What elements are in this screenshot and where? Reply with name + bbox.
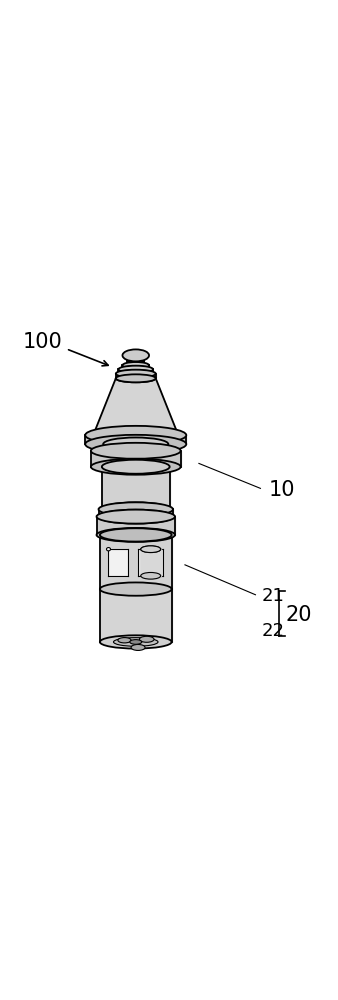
Polygon shape	[103, 444, 168, 451]
Ellipse shape	[98, 502, 173, 516]
Ellipse shape	[118, 370, 153, 377]
Polygon shape	[118, 369, 153, 374]
Ellipse shape	[122, 366, 149, 373]
Ellipse shape	[93, 427, 178, 443]
Ellipse shape	[102, 502, 170, 516]
Ellipse shape	[85, 426, 186, 444]
Ellipse shape	[91, 459, 180, 475]
Ellipse shape	[131, 644, 145, 650]
Ellipse shape	[118, 366, 153, 373]
Ellipse shape	[97, 528, 175, 542]
Text: 22: 22	[262, 622, 285, 640]
Polygon shape	[108, 549, 128, 576]
Polygon shape	[102, 467, 170, 509]
Ellipse shape	[85, 435, 186, 453]
Polygon shape	[127, 360, 144, 365]
Ellipse shape	[106, 548, 111, 551]
Ellipse shape	[127, 363, 144, 368]
Ellipse shape	[116, 374, 156, 382]
Polygon shape	[116, 374, 156, 378]
Ellipse shape	[141, 546, 161, 553]
Ellipse shape	[141, 572, 161, 579]
Ellipse shape	[103, 444, 168, 457]
Polygon shape	[100, 535, 172, 589]
Ellipse shape	[102, 460, 170, 474]
Text: 10: 10	[269, 480, 295, 500]
Ellipse shape	[98, 510, 173, 524]
Polygon shape	[91, 451, 180, 467]
Polygon shape	[93, 378, 178, 435]
Ellipse shape	[91, 443, 180, 459]
Ellipse shape	[97, 510, 175, 524]
Polygon shape	[141, 549, 161, 576]
Ellipse shape	[130, 640, 142, 644]
Ellipse shape	[100, 528, 172, 542]
Text: 20: 20	[285, 605, 312, 625]
Ellipse shape	[114, 638, 158, 646]
Ellipse shape	[127, 358, 144, 363]
Ellipse shape	[103, 438, 168, 451]
Ellipse shape	[100, 635, 172, 649]
Ellipse shape	[139, 636, 154, 642]
Polygon shape	[97, 517, 175, 535]
Polygon shape	[85, 435, 186, 444]
Ellipse shape	[118, 638, 131, 643]
Ellipse shape	[100, 582, 172, 596]
Polygon shape	[122, 365, 149, 369]
Ellipse shape	[141, 546, 161, 553]
Polygon shape	[100, 589, 172, 642]
Polygon shape	[98, 509, 173, 517]
Ellipse shape	[122, 362, 149, 369]
Ellipse shape	[122, 349, 149, 361]
Text: 21: 21	[262, 587, 285, 605]
Ellipse shape	[116, 374, 156, 382]
Polygon shape	[139, 549, 163, 576]
Text: 100: 100	[23, 332, 63, 352]
Ellipse shape	[116, 370, 156, 378]
